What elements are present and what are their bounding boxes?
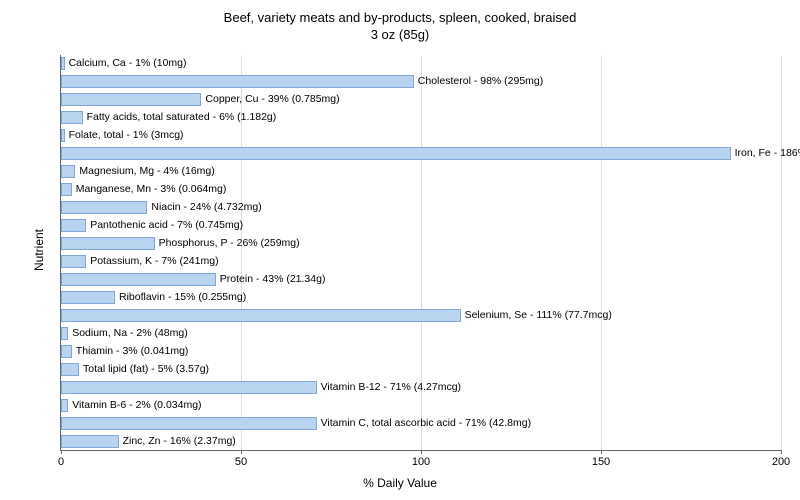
nutrient-bar bbox=[61, 381, 317, 394]
nutrient-bar bbox=[61, 111, 83, 124]
x-tick-label: 50 bbox=[235, 456, 247, 468]
nutrient-bar bbox=[61, 75, 414, 88]
nutrient-bar-label: Iron, Fe - 186% (33.46mg) bbox=[735, 147, 800, 160]
x-tick-label: 0 bbox=[58, 456, 64, 468]
nutrient-bar bbox=[61, 363, 79, 376]
title-line-2: 3 oz (85g) bbox=[0, 27, 800, 44]
nutrient-bar-label: Niacin - 24% (4.732mg) bbox=[151, 201, 261, 214]
nutrient-bar bbox=[61, 201, 147, 214]
x-tick-label: 100 bbox=[412, 456, 430, 468]
nutrient-bar-label: Thiamin - 3% (0.041mg) bbox=[76, 345, 189, 358]
x-axis-label: % Daily Value bbox=[363, 476, 437, 490]
nutrient-bar-label: Pantothenic acid - 7% (0.745mg) bbox=[90, 219, 243, 232]
nutrient-bar-label: Sodium, Na - 2% (48mg) bbox=[72, 327, 188, 340]
nutrient-bar-label: Copper, Cu - 39% (0.785mg) bbox=[205, 93, 339, 106]
plot-area: 050100150200Calcium, Ca - 1% (10mg)Chole… bbox=[60, 55, 781, 451]
nutrient-bar-label: Folate, total - 1% (3mcg) bbox=[69, 129, 184, 142]
nutrient-bar-label: Phosphorus, P - 26% (259mg) bbox=[159, 237, 300, 250]
nutrient-bar-label: Zinc, Zn - 16% (2.37mg) bbox=[123, 435, 236, 448]
nutrient-bar bbox=[61, 399, 68, 412]
nutrient-bar-label: Fatty acids, total saturated - 6% (1.182… bbox=[87, 111, 277, 124]
nutrient-bar bbox=[61, 165, 75, 178]
nutrient-bar bbox=[61, 147, 731, 160]
nutrient-bar bbox=[61, 417, 317, 430]
x-tick-mark bbox=[61, 450, 62, 454]
nutrient-bar bbox=[61, 57, 65, 70]
x-tick-label: 200 bbox=[772, 456, 790, 468]
title-line-1: Beef, variety meats and by-products, spl… bbox=[0, 10, 800, 27]
nutrient-bar bbox=[61, 219, 86, 232]
nutrient-bar-label: Selenium, Se - 111% (77.7mcg) bbox=[465, 309, 612, 322]
x-tick-mark bbox=[601, 450, 602, 454]
x-tick-mark bbox=[781, 450, 782, 454]
nutrient-bar-label: Vitamin B-6 - 2% (0.034mg) bbox=[72, 399, 201, 412]
chart-container: Beef, variety meats and by-products, spl… bbox=[0, 0, 800, 500]
nutrient-bar-label: Cholesterol - 98% (295mg) bbox=[418, 75, 543, 88]
nutrient-bar-label: Magnesium, Mg - 4% (16mg) bbox=[79, 165, 214, 178]
nutrient-bar bbox=[61, 291, 115, 304]
nutrient-bar bbox=[61, 345, 72, 358]
chart-title: Beef, variety meats and by-products, spl… bbox=[0, 0, 800, 44]
nutrient-bar-label: Potassium, K - 7% (241mg) bbox=[90, 255, 218, 268]
nutrient-bar-label: Riboflavin - 15% (0.255mg) bbox=[119, 291, 246, 304]
x-tick-mark bbox=[421, 450, 422, 454]
nutrient-bar-label: Vitamin B-12 - 71% (4.27mcg) bbox=[321, 381, 461, 394]
nutrient-bar bbox=[61, 435, 119, 448]
nutrient-bar-label: Manganese, Mn - 3% (0.064mg) bbox=[76, 183, 227, 196]
nutrient-bar-label: Calcium, Ca - 1% (10mg) bbox=[69, 57, 187, 70]
nutrient-bar bbox=[61, 273, 216, 286]
y-axis-label: Nutrient bbox=[32, 229, 46, 271]
nutrient-bar bbox=[61, 183, 72, 196]
x-tick-label: 150 bbox=[592, 456, 610, 468]
gridline bbox=[781, 55, 782, 450]
nutrient-bar-label: Vitamin C, total ascorbic acid - 71% (42… bbox=[321, 417, 531, 430]
x-tick-mark bbox=[241, 450, 242, 454]
nutrient-bar bbox=[61, 93, 201, 106]
nutrient-bar bbox=[61, 129, 65, 142]
nutrient-bar bbox=[61, 327, 68, 340]
nutrient-bar bbox=[61, 309, 461, 322]
nutrient-bar bbox=[61, 237, 155, 250]
nutrient-bar bbox=[61, 255, 86, 268]
nutrient-bar-label: Total lipid (fat) - 5% (3.57g) bbox=[83, 363, 209, 376]
gridline bbox=[601, 55, 602, 450]
nutrient-bar-label: Protein - 43% (21.34g) bbox=[220, 273, 326, 286]
